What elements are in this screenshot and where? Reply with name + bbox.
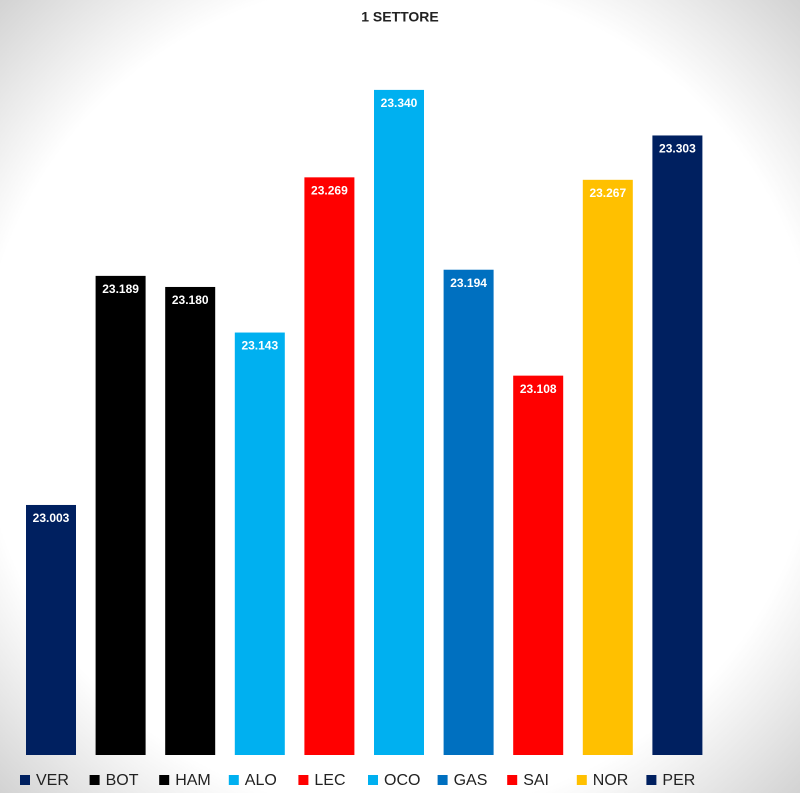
legend-label: VER [36,772,69,789]
legend-label: PER [662,772,695,789]
legend-swatch [228,775,239,785]
value-label: 23.003 [33,511,70,525]
bar [165,286,216,755]
legend-label: SAI [523,772,549,789]
legend-swatch [20,775,30,785]
value-label: 23.189 [102,282,139,296]
bar [443,269,494,755]
bar [513,375,564,755]
bar [652,135,703,755]
legend-swatch [576,775,587,785]
bar [26,504,76,755]
value-label: 23.340 [381,96,418,110]
value-label: 23.194 [450,276,487,290]
bar [304,177,355,755]
legend-label: OCO [384,772,420,789]
legend-label: BOT [106,772,139,789]
bar [234,332,285,755]
value-label: 23.267 [589,186,626,200]
legend-swatch [368,775,378,785]
bar [374,89,424,755]
legend-swatch [507,775,518,785]
legend-label: LEC [314,772,345,789]
legend-label: GAS [454,772,488,789]
value-label: 23.269 [311,184,348,198]
legend-swatch [298,775,309,785]
value-label: 23.303 [659,142,696,156]
legend-swatch [89,775,100,785]
value-label: 23.143 [241,339,278,353]
legend-label: ALO [245,772,277,789]
legend-label: NOR [593,772,629,789]
legend-swatch [646,775,657,785]
value-label: 23.108 [520,382,557,396]
bar [582,179,633,756]
legend-label: HAM [175,772,211,789]
legend-swatch [159,775,170,785]
bar [95,275,146,755]
legend-swatch [437,775,448,785]
value-label: 23.180 [172,293,209,307]
chart-title: 1 SETTORE [361,9,439,25]
